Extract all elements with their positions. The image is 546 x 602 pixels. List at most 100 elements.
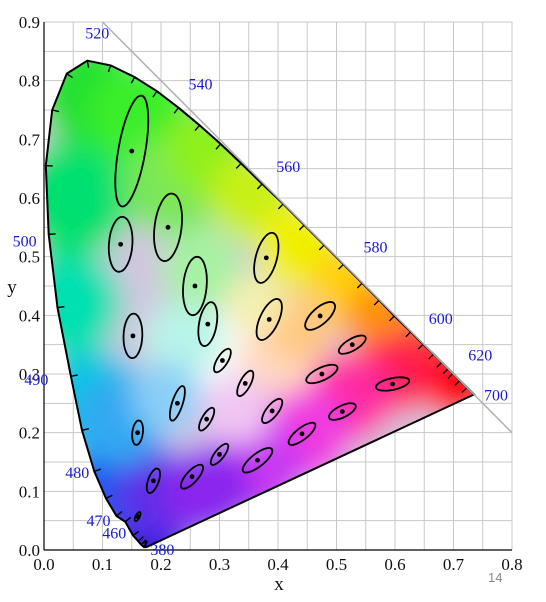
x-tick-label: 0.7 xyxy=(443,555,465,574)
macadam-ellipse xyxy=(122,312,144,360)
macadam-ellipse xyxy=(107,215,134,273)
wavelength-tick xyxy=(140,539,147,546)
ellipse-center-point xyxy=(189,474,195,480)
x-tick-label: 0.8 xyxy=(501,555,522,574)
wavelength-label-470: 470 xyxy=(87,513,111,530)
wavelength-tick xyxy=(373,299,380,306)
ellipse-center-point xyxy=(339,409,345,414)
wavelength-label-490: 490 xyxy=(24,372,48,389)
wavelength-label-520: 520 xyxy=(85,26,109,43)
macadam-ellipse xyxy=(209,442,230,466)
macadam-ellipse xyxy=(261,397,284,424)
ellipse-center-point xyxy=(205,321,211,327)
y-tick-label: 0.3 xyxy=(19,365,40,384)
wavelength-tick xyxy=(436,361,443,368)
ellipse-center-point xyxy=(165,224,171,230)
wavelength-tick xyxy=(70,374,78,378)
reference-line xyxy=(101,22,512,434)
page-number: 14 xyxy=(488,570,502,585)
macadam-ellipse xyxy=(131,419,144,446)
ellipse-center-point xyxy=(174,400,180,406)
ellipse-center-point xyxy=(317,313,323,319)
ellipse-center-point xyxy=(390,381,396,387)
wavelength-label-540: 540 xyxy=(189,77,213,94)
y-tick-label: 0.6 xyxy=(19,189,40,208)
x-tick-label: 0.0 xyxy=(33,555,54,574)
x-tick-label: 0.4 xyxy=(267,555,289,574)
ellipse-center-point xyxy=(263,255,269,261)
wavelength-tick xyxy=(173,107,180,114)
wavelength-tick xyxy=(130,76,136,84)
macadam-ellipse xyxy=(213,347,232,374)
wavelength-tick xyxy=(81,427,89,431)
ellipse-center-point xyxy=(135,514,141,519)
macadam-ellipse xyxy=(253,231,280,284)
macadam-ellipse xyxy=(182,255,208,317)
wavelength-tick xyxy=(86,60,90,68)
x-axis-label: x xyxy=(274,574,284,595)
wavelength-tick xyxy=(454,379,461,386)
macadam-ellipse xyxy=(305,363,339,385)
wavelength-tick xyxy=(94,468,102,473)
wavelength-label-500: 500 xyxy=(13,233,37,250)
y-tick-label: 0.2 xyxy=(19,424,40,443)
wavelength-label-480: 480 xyxy=(65,465,89,482)
ellipse-center-point xyxy=(130,333,136,339)
y-tick-labels: 0.0 0.1 0.2 0.3 0.4 0.5 0.6 0.7 0.8 0.9 xyxy=(19,13,41,560)
wavelength-label-700: 700 xyxy=(484,388,508,405)
ellipse-center-point xyxy=(349,342,355,348)
wavelength-tick xyxy=(298,224,305,231)
wavelength-tick xyxy=(143,540,149,548)
x-tick-label: 0.3 xyxy=(209,555,230,574)
y-tick-label: 0.9 xyxy=(19,13,40,32)
y-axis-label: y xyxy=(7,277,17,298)
macadam-ellipse xyxy=(304,301,336,331)
ellipse-center-point xyxy=(242,380,248,386)
y-tick-label: 0.0 xyxy=(19,541,40,560)
x-tick-label: 0.5 xyxy=(326,555,347,574)
wavelength-tick xyxy=(428,353,435,360)
wavelength-tick xyxy=(152,90,158,98)
wavelength-tick xyxy=(235,162,242,169)
macadam-ellipse xyxy=(255,297,283,341)
macadam-ellipse xyxy=(114,94,150,208)
y-tick-label: 0.8 xyxy=(19,72,40,91)
macadam-ellipse xyxy=(337,334,367,355)
macadam-ellipse xyxy=(153,192,183,262)
ellipse-center-point xyxy=(269,408,275,414)
macadam-ellipse xyxy=(287,421,317,446)
ellipse-center-point xyxy=(266,317,272,322)
wavelength-tick xyxy=(388,315,395,322)
wavelength-label-380: 380 xyxy=(150,542,174,559)
x-tick-labels: 0.0 0.1 0.2 0.3 0.4 0.5 0.6 0.7 0.8 xyxy=(33,555,522,574)
wavelength-tick xyxy=(124,516,132,523)
wavelength-tick xyxy=(447,372,454,379)
macadam-ellipse xyxy=(198,406,216,432)
ellipse-center-point xyxy=(299,431,305,437)
wavelength-label-600: 600 xyxy=(429,311,453,328)
macadam-ellipse xyxy=(375,376,411,392)
wavelength-label-580: 580 xyxy=(364,239,388,256)
x-tick-label: 0.6 xyxy=(384,555,405,574)
wavelength-tick xyxy=(48,233,56,236)
ellipse-center-point xyxy=(129,148,135,154)
macadam-ellipse xyxy=(180,463,204,490)
y-tick-label: 0.5 xyxy=(19,248,40,267)
axes xyxy=(43,22,512,551)
wavelength-tick xyxy=(318,244,325,251)
macadam-ellipse xyxy=(197,301,219,348)
macadam-ellipse xyxy=(241,447,274,474)
wavelength-tick xyxy=(107,65,112,73)
wavelength-label-560: 560 xyxy=(276,159,300,176)
y-tick-label: 0.1 xyxy=(19,482,40,501)
wavelength-tick xyxy=(137,536,144,542)
ellipse-center-point xyxy=(255,457,260,463)
wavelength-ticks xyxy=(45,60,468,548)
ellipse-center-point xyxy=(220,358,225,363)
y-tick-label: 0.7 xyxy=(19,130,41,149)
ellipse-center-point xyxy=(118,241,124,247)
wavelength-tick xyxy=(277,203,284,210)
macadam-ellipse xyxy=(236,369,255,397)
